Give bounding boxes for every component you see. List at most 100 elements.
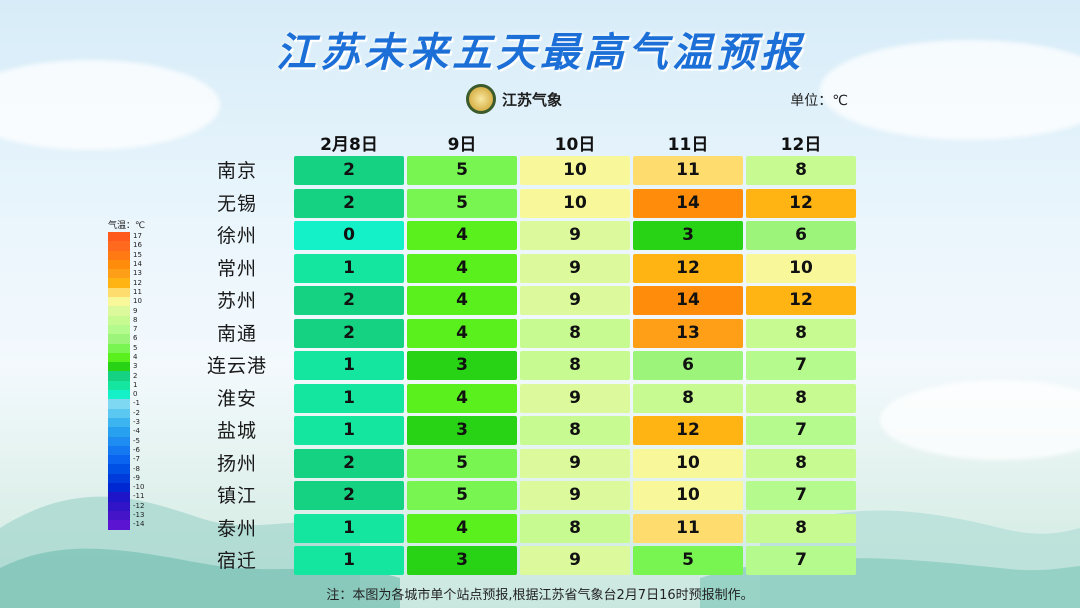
legend-label: 0: [133, 390, 138, 399]
temperature-cell: 4: [407, 318, 517, 348]
legend-swatch: [108, 306, 130, 316]
legend-level: 13: [108, 269, 168, 279]
city-label: 淮安: [216, 387, 257, 410]
legend-level: -9: [108, 473, 168, 484]
legend-swatch: [108, 259, 130, 270]
legend-level: 12: [108, 278, 168, 288]
temperature-cell: 5: [407, 156, 517, 185]
city-label: 常州: [216, 257, 257, 280]
temperature-cell: 4: [407, 513, 517, 543]
temperature-cell: 9: [520, 383, 630, 413]
city-label: 南京: [216, 160, 257, 182]
legend-level: -13: [108, 510, 168, 521]
city-label: 苏州: [216, 290, 257, 312]
legend-level: -6: [108, 445, 168, 456]
legend-label: -1: [133, 399, 140, 408]
legend-level: 3: [108, 362, 168, 372]
temperature-cell: 14: [633, 286, 743, 315]
legend-label: -10: [133, 483, 145, 492]
temperature-cell: 4: [407, 286, 517, 315]
legend-label: -2: [133, 408, 140, 417]
temperature-cell: 10: [746, 253, 856, 283]
legend-swatch: [108, 343, 130, 353]
legend-level: -1: [108, 399, 168, 409]
legend-label: 3: [133, 362, 138, 371]
temperature-cell: 12: [633, 253, 743, 283]
temperature-cell: 13: [633, 318, 743, 348]
temperature-cell: 14: [633, 188, 743, 218]
temperature-cell: 12: [633, 416, 743, 445]
city-label: 镇江: [216, 485, 257, 507]
legend-swatch: [108, 417, 130, 428]
legend-swatch: [108, 455, 130, 465]
legend-level: 2: [108, 371, 168, 381]
city-label: 扬州: [216, 452, 257, 475]
logo: 江苏气象: [466, 84, 562, 114]
legend-level: 8: [108, 315, 168, 325]
legend-swatch: [108, 324, 130, 335]
legend-swatch: [108, 436, 130, 446]
legend-label: 1: [133, 380, 138, 389]
legend-level: 5: [108, 343, 168, 353]
legend-level: -14: [108, 520, 168, 530]
temperature-cell: 3: [407, 351, 517, 380]
city-label: 无锡: [216, 192, 257, 215]
temperature-cell: 1: [294, 416, 404, 445]
page-title: 江苏未来五天最高气温预报: [276, 30, 804, 76]
legend-swatch: [108, 334, 130, 344]
legend-swatch: [108, 390, 130, 400]
legend-swatch: [108, 232, 130, 242]
legend-swatch: [108, 473, 130, 484]
legend-label: 14: [133, 260, 142, 269]
legend-label: -7: [133, 455, 140, 464]
background-cloud: [820, 40, 1080, 140]
background-cloud: [880, 380, 1080, 460]
city-label: 南通: [216, 322, 257, 345]
temperature-cell: 10: [520, 156, 630, 185]
temperature-cell: 4: [407, 253, 517, 283]
column-header: 12日: [780, 135, 822, 155]
legend-label: 13: [133, 269, 142, 278]
temperature-cell: 8: [746, 513, 856, 543]
temperature-cell: 4: [407, 383, 517, 413]
legend-level: 11: [108, 287, 168, 298]
temperature-cell: 8: [746, 156, 856, 185]
temperature-cell: 9: [520, 286, 630, 315]
temperature-cell: 2: [294, 481, 404, 510]
legend-swatch: [108, 501, 130, 511]
legend-label: 10: [133, 297, 142, 306]
temperature-cell: 7: [746, 546, 856, 575]
city-label: 宿迁: [216, 550, 257, 572]
city-label: 徐州: [216, 225, 257, 247]
legend-label: 7: [133, 325, 138, 334]
temperature-cell: 9: [520, 253, 630, 283]
legend-swatch: [108, 380, 130, 391]
legend-level: 15: [108, 250, 168, 260]
temperature-cell: 8: [520, 318, 630, 348]
legend-level: 16: [108, 241, 168, 251]
legend-label: 11: [133, 287, 142, 296]
temperature-cell: 7: [746, 416, 856, 445]
column-header: 2月8日: [320, 135, 378, 155]
temperature-cell: 12: [746, 286, 856, 315]
temperature-cell: 2: [294, 156, 404, 185]
legend-label: 8: [133, 315, 138, 324]
temperature-cell: 8: [746, 448, 856, 478]
temperature-cell: 2: [294, 286, 404, 315]
temperature-cell: 5: [407, 448, 517, 478]
legend-level: 10: [108, 297, 168, 307]
temperature-cell: 2: [294, 448, 404, 478]
temperature-cell: 2: [294, 188, 404, 218]
legend-level: -3: [108, 417, 168, 428]
legend-label: -14: [133, 520, 145, 529]
legend-label: 5: [133, 343, 138, 352]
legend-level: 9: [108, 306, 168, 316]
legend-swatch: [108, 352, 130, 363]
temperature-cell: 11: [633, 513, 743, 543]
legend-label: -12: [133, 501, 145, 510]
temperature-cell: 9: [520, 546, 630, 575]
temperature-cell: 1: [294, 383, 404, 413]
temperature-cell: 3: [407, 546, 517, 575]
legend-swatch: [108, 510, 130, 521]
legend-level: 7: [108, 324, 168, 335]
